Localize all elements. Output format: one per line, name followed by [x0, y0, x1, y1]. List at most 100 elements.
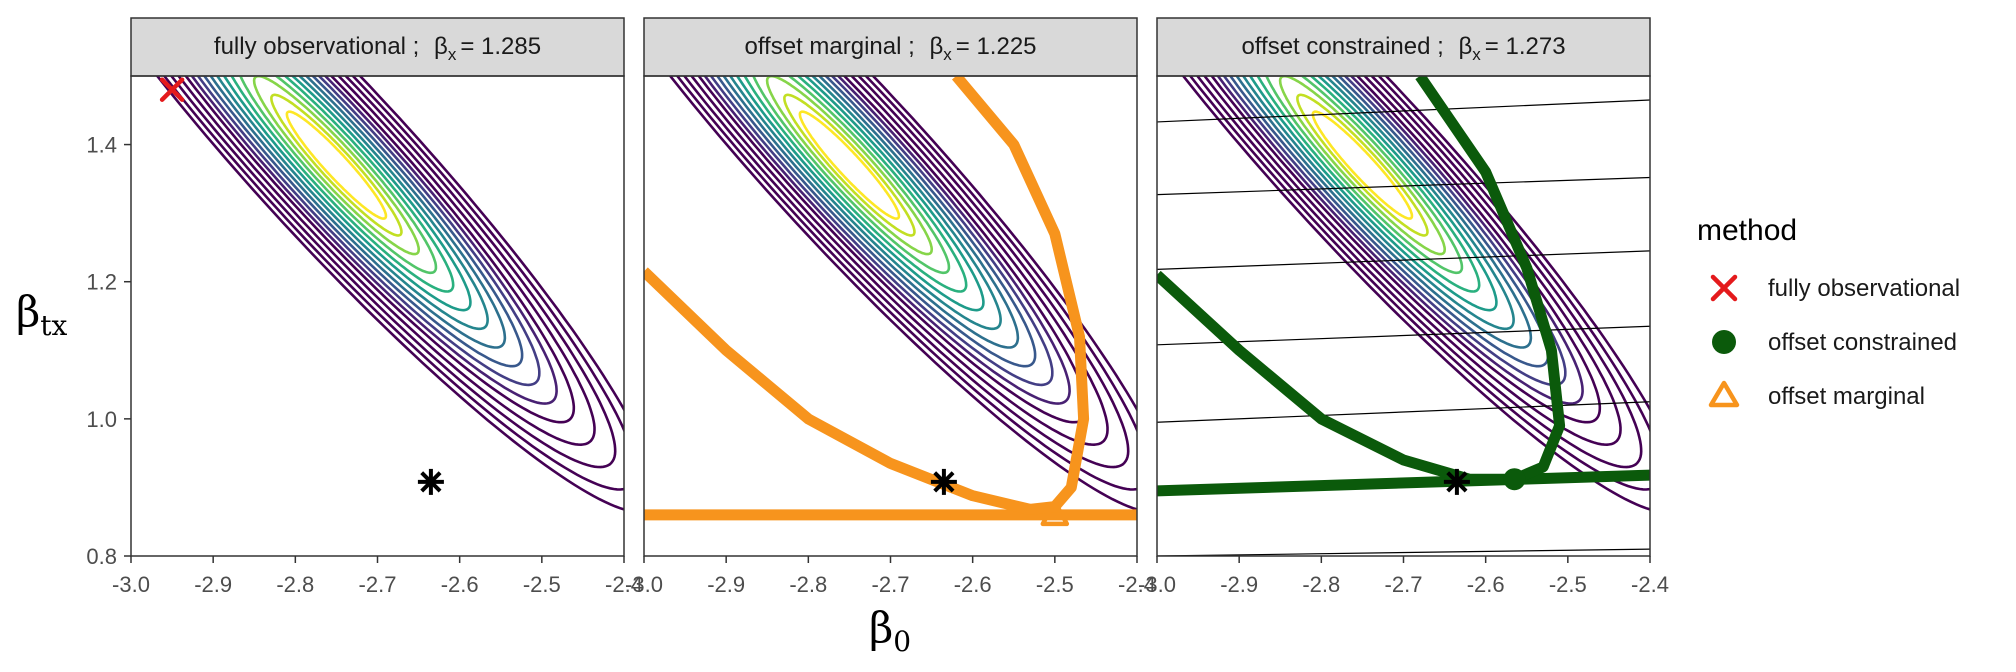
panel-points — [1443, 468, 1526, 495]
contour-lines — [668, 76, 1137, 511]
x-tick-label: -2.4 — [605, 572, 643, 597]
contour-line — [1241, 76, 1515, 331]
x-tick-label: -2.8 — [789, 572, 827, 597]
x-tick-label: -2.4 — [1631, 572, 1669, 597]
contour-line — [1202, 76, 1622, 447]
x-tick-label: -2.6 — [1467, 572, 1505, 597]
constrained-curve — [1157, 76, 1566, 485]
star-stroke — [1446, 471, 1468, 493]
y-tick-label: 0.8 — [86, 544, 117, 569]
x-tick-label: -2.7 — [872, 572, 910, 597]
strip-background — [643, 17, 1138, 77]
strip-method: offset marginal ; — [744, 33, 914, 60]
contour-line — [697, 76, 1089, 424]
x-tick-label: -2.5 — [523, 572, 561, 597]
contour-line — [1311, 110, 1414, 220]
contour-line — [215, 76, 489, 331]
contour-line — [222, 76, 472, 312]
contour-line — [169, 76, 617, 469]
contour-line — [176, 76, 596, 447]
strip-method: offset constrained ; — [1241, 33, 1443, 60]
beta-subscript: x — [943, 45, 952, 64]
legend-entry-fully-observational: fully observational — [1710, 274, 1960, 302]
reference-line — [1157, 325, 1650, 346]
panel-overlay — [1157, 76, 1650, 556]
contour-line — [230, 76, 455, 293]
contour-line — [202, 76, 524, 368]
x-tick-label: -2.8 — [1302, 572, 1340, 597]
contour-line — [682, 76, 1130, 469]
x-tick-label: -3.0 — [625, 572, 663, 597]
constraint-line — [1157, 469, 1650, 497]
panel-offset-constrained: offset constrained ; βx = 1.273 — [1156, 17, 1651, 557]
estimate-circle-marker — [1503, 468, 1526, 491]
y-axis-title: βtx — [16, 287, 68, 342]
contour-line — [722, 76, 1020, 349]
strip-label: fully observational ; βx = 1.285 — [214, 33, 541, 64]
cross-marker-icon — [1710, 274, 1738, 302]
contour-line — [155, 76, 624, 511]
beta-subscript: x — [1472, 45, 1481, 64]
legend-title: method — [1697, 214, 1797, 247]
legend-label: offset constrained — [1768, 329, 1957, 356]
beta-subscript: x — [448, 45, 457, 64]
contour-line — [162, 76, 624, 491]
legend-entry-offset-constrained: offset constrained — [1712, 329, 1957, 356]
x-tick-label: -2.5 — [1036, 572, 1074, 597]
contour-line — [743, 76, 968, 293]
strip-label: offset marginal ; βx = 1.225 — [744, 33, 1036, 64]
contour-line — [689, 76, 1109, 447]
strip-label: offset constrained ; βx = 1.273 — [1241, 33, 1565, 64]
contour-line — [715, 76, 1037, 368]
beta-symbol: β — [929, 33, 943, 60]
panel-offset-marginal: offset marginal ; βx = 1.225 — [643, 17, 1138, 557]
x-tick-label: -2.4 — [1118, 572, 1156, 597]
x-axis: -3.0 -2.9 -2.8 -2.7 -2.6 -2.5 -2.4-3.0 -2.9 -2.8… — [112, 556, 1669, 597]
estimate-cross-marker — [159, 77, 185, 102]
contour-lines — [155, 76, 624, 511]
panel-fully-observational: fully observational ; βx = 1.285 — [130, 17, 625, 557]
x-tick-label: -2.5 — [1549, 572, 1587, 597]
true-value-star-icon — [1443, 468, 1470, 495]
true-value-star-icon — [417, 468, 444, 495]
triangle-marker-icon — [1708, 380, 1740, 408]
y-tick-label: 1.4 — [86, 133, 117, 158]
circle-marker-icon — [1712, 330, 1736, 354]
legend-label: offset marginal — [1768, 383, 1925, 410]
contour-line — [1248, 76, 1498, 312]
true-value-star-icon — [930, 468, 957, 495]
x-tick-label: -2.6 — [441, 572, 479, 597]
reference-line — [1157, 99, 1650, 123]
contour-line — [1296, 93, 1429, 237]
beta-value: = 1.273 — [1485, 33, 1566, 60]
y-axis: 0.8 1.0 1.2 1.4 — [86, 133, 131, 569]
reference-line — [1157, 176, 1650, 196]
contour-line — [285, 110, 388, 220]
contour-line — [1222, 76, 1567, 387]
contour-line — [1265, 76, 1464, 275]
reference-line — [1157, 250, 1650, 270]
x-tick-label: -3.0 — [1138, 572, 1176, 597]
y-tick-label: 1.2 — [86, 270, 117, 295]
contour-line — [1278, 76, 1446, 256]
beta-value: = 1.285 — [460, 33, 541, 60]
estimate-triangle-marker — [1040, 499, 1070, 527]
contour-line — [239, 76, 438, 275]
legend-label: fully observational — [1768, 275, 1960, 302]
strip-background — [1156, 17, 1651, 77]
legend: method fully observational offset constr… — [1697, 214, 1960, 410]
contour-line — [1228, 76, 1550, 368]
contour-line — [735, 76, 985, 312]
contour-line — [1235, 76, 1533, 349]
strip-method: fully observational ; — [214, 33, 419, 60]
x-tick-label: -2.9 — [194, 572, 232, 597]
x-tick-label: -2.9 — [707, 572, 745, 597]
contour-line — [798, 110, 901, 220]
x-tick-label: -2.7 — [1385, 572, 1423, 597]
beta-symbol: β — [434, 33, 448, 60]
beta-symbol: β — [1458, 33, 1472, 60]
reference-line — [1157, 548, 1650, 556]
x-tick-label: -3.0 — [112, 572, 150, 597]
contour-line — [190, 76, 558, 405]
